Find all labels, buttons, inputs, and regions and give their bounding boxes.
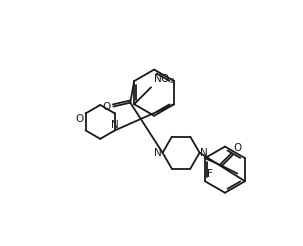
Text: N: N — [200, 148, 208, 158]
Text: O: O — [76, 114, 84, 124]
Text: N: N — [154, 148, 162, 158]
Text: NO$_2$: NO$_2$ — [153, 72, 175, 86]
Text: N: N — [111, 120, 119, 130]
Text: O: O — [233, 143, 242, 153]
Text: F: F — [207, 169, 212, 179]
Text: O: O — [103, 102, 111, 112]
